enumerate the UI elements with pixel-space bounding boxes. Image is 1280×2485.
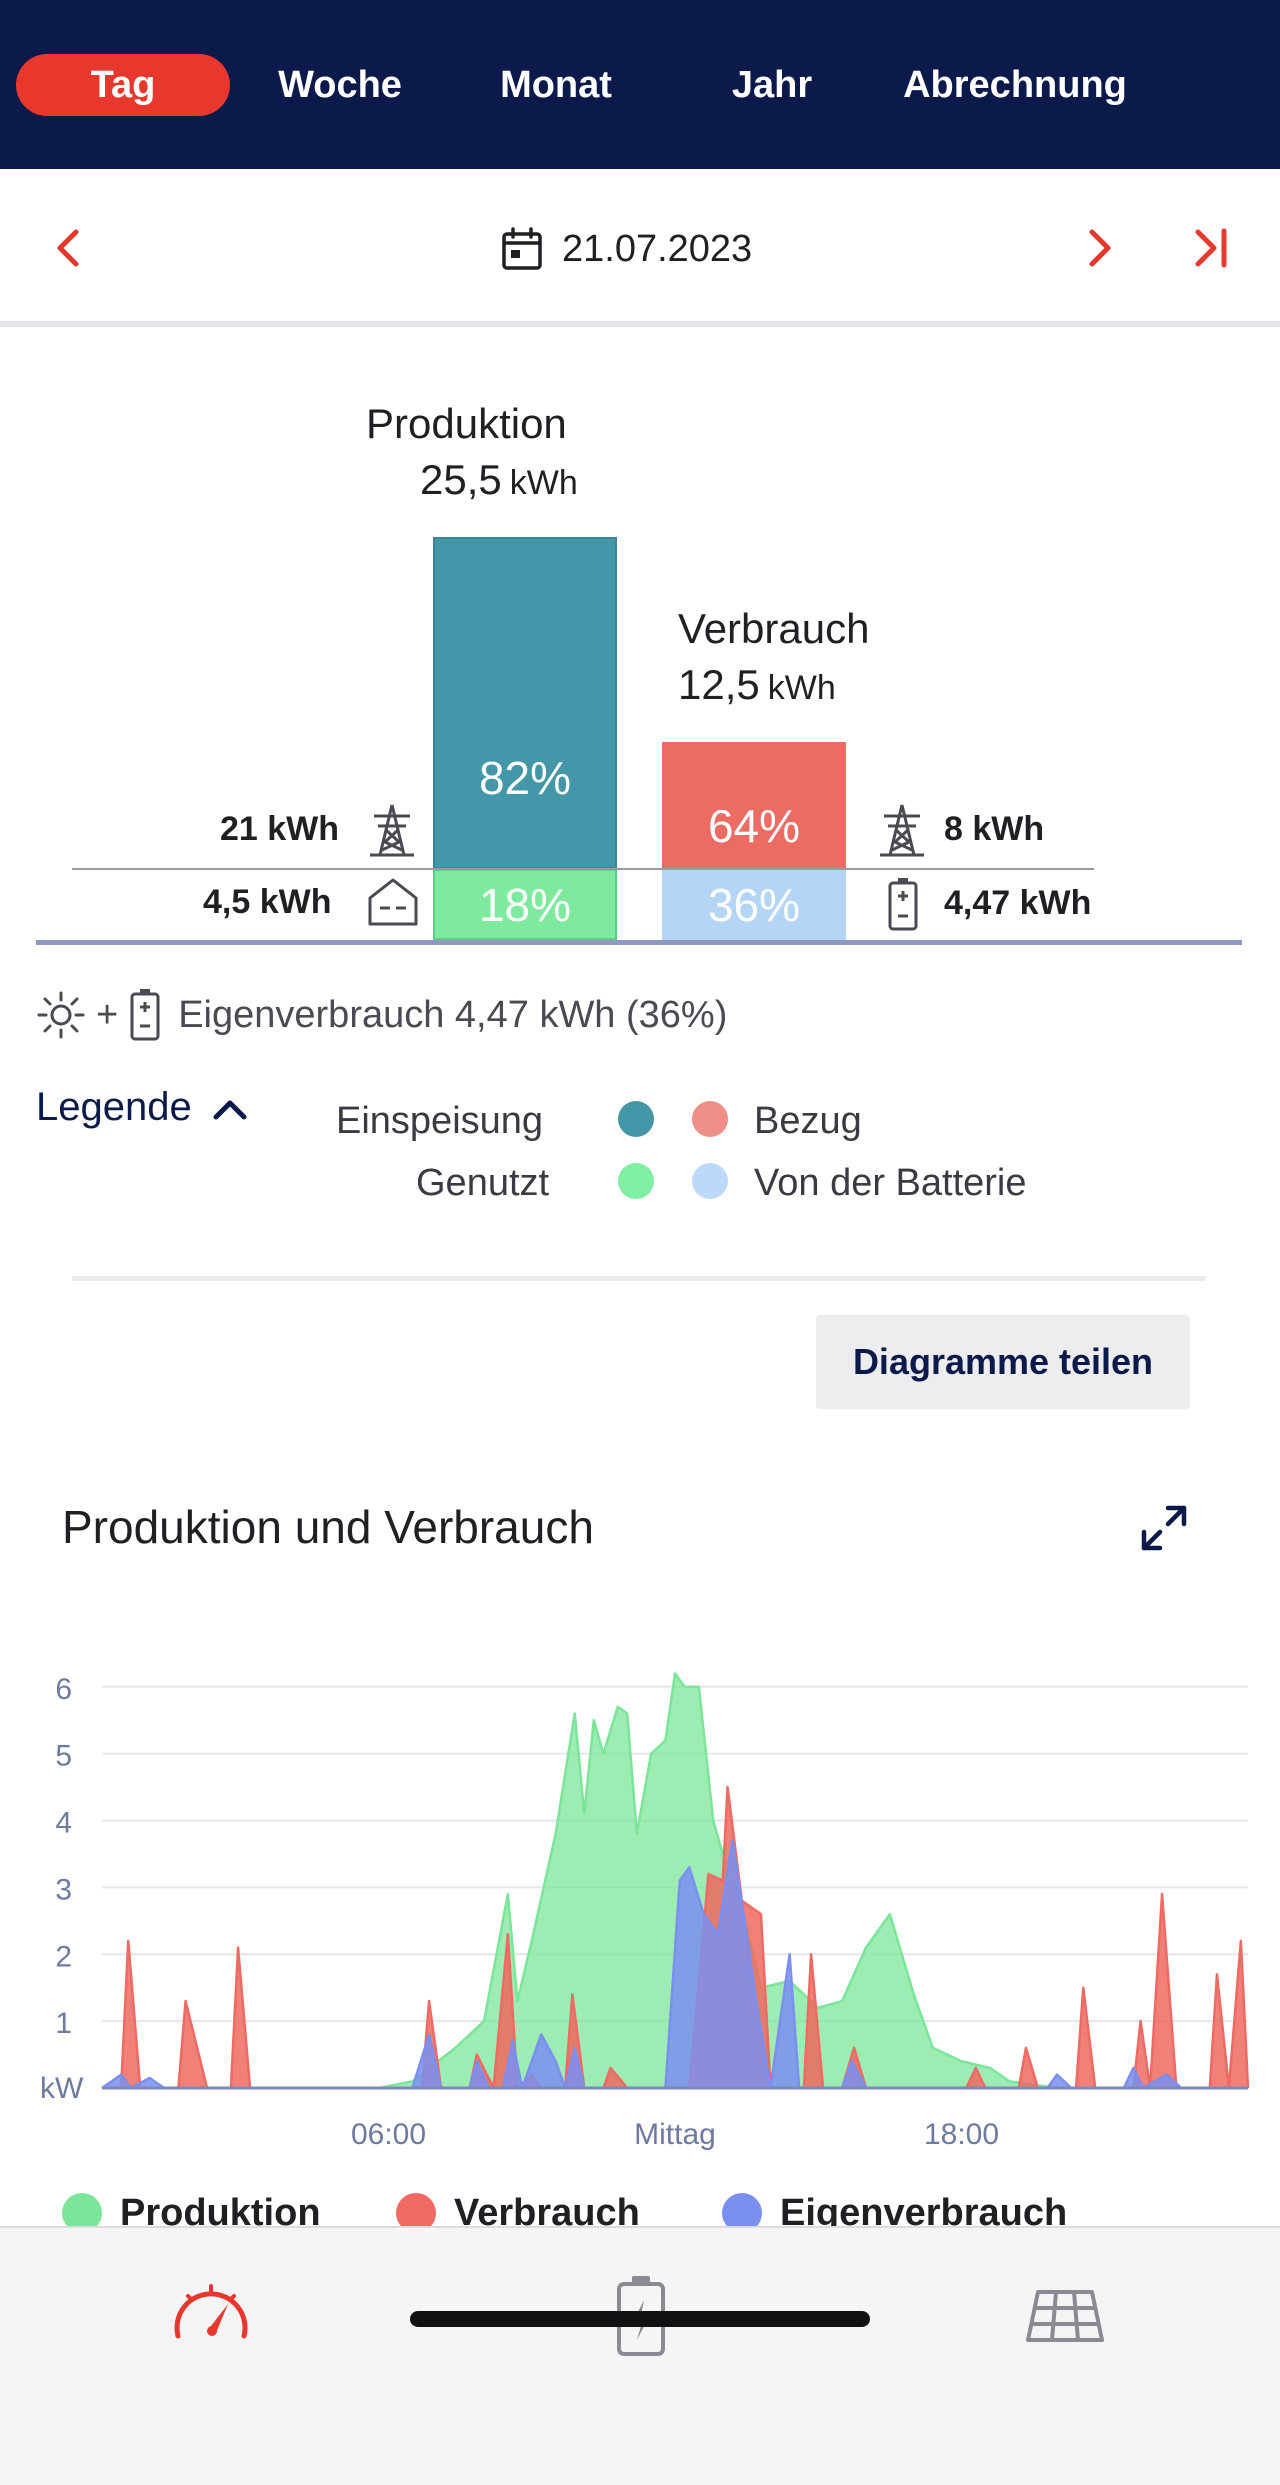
consumption-total-value: 12,5 <box>678 661 760 708</box>
chevron-left-icon <box>57 229 79 267</box>
house-icon <box>368 878 418 926</box>
consumption-total: 12,5 kWh <box>678 661 836 709</box>
consumption-battery-bar: 36% <box>662 869 846 940</box>
production-total-unit: kWh <box>509 464 578 502</box>
power-pylon-icon <box>370 804 414 857</box>
production-title: Produktion <box>366 400 567 447</box>
split-line <box>72 868 1094 870</box>
battery-icon <box>888 878 918 931</box>
share-charts-button[interactable]: Diagramme teilen <box>816 1315 1190 1409</box>
legend-feed-in-label: Einspeisung <box>336 1100 544 1142</box>
tab-monat[interactable]: Monat <box>500 64 612 106</box>
series-line-3 <box>101 1839 1248 2090</box>
base-line <box>36 940 1242 945</box>
power-chart[interactable]: 1 2 3 4 5 6 kW 06:00 Mittag 18:00 <box>0 1640 1280 2160</box>
feed-in-value: 21 kWh <box>220 810 340 848</box>
section-divider <box>72 1276 1206 1281</box>
production-feed-in-bar: 82% <box>433 537 617 869</box>
bottom-tab-bar <box>0 2226 1280 2485</box>
consumption-title: Verbrauch <box>678 605 870 652</box>
legend-toggle-label: Legende <box>36 1085 192 1129</box>
solar-panel-icon <box>1026 2290 1104 2342</box>
x-tick-label: 06:00 <box>351 2118 426 2151</box>
y-tick-label: 6 <box>55 1673 72 1706</box>
consumption-grid-percent: 64% <box>707 799 801 852</box>
previous-day-button[interactable] <box>34 213 104 283</box>
production-total: 25,5 kWh <box>420 456 578 504</box>
skip-to-today-button[interactable] <box>1176 213 1246 283</box>
selected-date: 21.07.2023 <box>562 227 753 270</box>
speedometer-icon <box>174 2284 248 2339</box>
battery-value: 4,47 kWh <box>944 884 1092 922</box>
production-used-percent: 18% <box>478 878 572 931</box>
legend-grid-draw-label: Bezug <box>754 1100 862 1142</box>
consumption-battery-percent: 36% <box>707 878 801 931</box>
power-pylon-icon <box>880 804 924 857</box>
chart-title: Produktion und Verbrauch <box>62 1501 594 1553</box>
date-navigation: 21.07.2023 <box>0 169 1280 327</box>
y-tick-label: 5 <box>55 1740 72 1773</box>
next-day-button[interactable] <box>1064 213 1134 283</box>
tab-tag[interactable]: Tag <box>16 54 230 116</box>
plus-sign: + <box>96 993 119 1036</box>
consumption-total-unit: kWh <box>767 669 836 707</box>
legend-battery-dot <box>692 1163 728 1199</box>
series-area-1 <box>102 1673 1248 2088</box>
calendar-icon <box>502 227 542 270</box>
date-picker[interactable]: 21.07.2023 <box>500 221 752 277</box>
legend-used-dot <box>618 1163 654 1199</box>
y-axis-label: kW <box>40 2072 84 2105</box>
skip-to-end-icon <box>1195 228 1227 268</box>
grid-draw-value: 8 kWh <box>944 810 1045 848</box>
chevron-up-icon <box>213 1100 247 1119</box>
used-value: 4,5 kWh <box>203 883 332 921</box>
series-line-1 <box>102 1672 1248 2090</box>
legend-toggle[interactable]: Legende <box>36 1085 250 1130</box>
tab-jahr[interactable]: Jahr <box>731 64 813 106</box>
self-consumption-text: Eigenverbrauch 4,47 kWh (36%) <box>178 993 728 1036</box>
sun-icon <box>37 991 85 1039</box>
x-tick-label: Mittag <box>634 2118 716 2151</box>
expand-icon <box>1141 1505 1187 1551</box>
production-used-bar: 18% <box>433 869 617 940</box>
tab-woche[interactable]: Woche <box>278 64 402 106</box>
tab-solar[interactable] <box>1020 2270 1110 2360</box>
y-tick-label: 4 <box>55 1807 72 1840</box>
production-feed-in-percent: 82% <box>478 752 572 804</box>
legend-battery-label: Von der Batterie <box>754 1162 1027 1204</box>
home-indicator <box>410 2311 870 2327</box>
production-total-value: 25,5 <box>420 456 502 503</box>
period-tabs: Tag Woche Monat Jahr Abrechnung <box>0 0 1280 169</box>
y-tick-label: 2 <box>55 1940 72 1973</box>
tab-abrechnung[interactable]: Abrechnung <box>903 64 1127 106</box>
chevron-right-icon <box>1089 229 1111 267</box>
legend-grid-draw-dot <box>692 1101 728 1137</box>
legend-used-label: Genutzt <box>416 1162 550 1204</box>
y-tick-label: 3 <box>55 1873 72 1906</box>
x-tick-label: 18:00 <box>924 2118 999 2151</box>
legend-feed-in-dot <box>618 1101 654 1137</box>
tab-dashboard[interactable] <box>166 2270 256 2360</box>
y-tick-label: 1 <box>55 2007 72 2040</box>
expand-chart-button[interactable] <box>1136 1500 1192 1556</box>
self-consumption-summary: + Eigenverbrauch 4,47 kWh (36%) <box>36 985 727 1045</box>
battery-icon <box>130 989 160 1041</box>
consumption-grid-bar: 64% <box>662 742 846 869</box>
